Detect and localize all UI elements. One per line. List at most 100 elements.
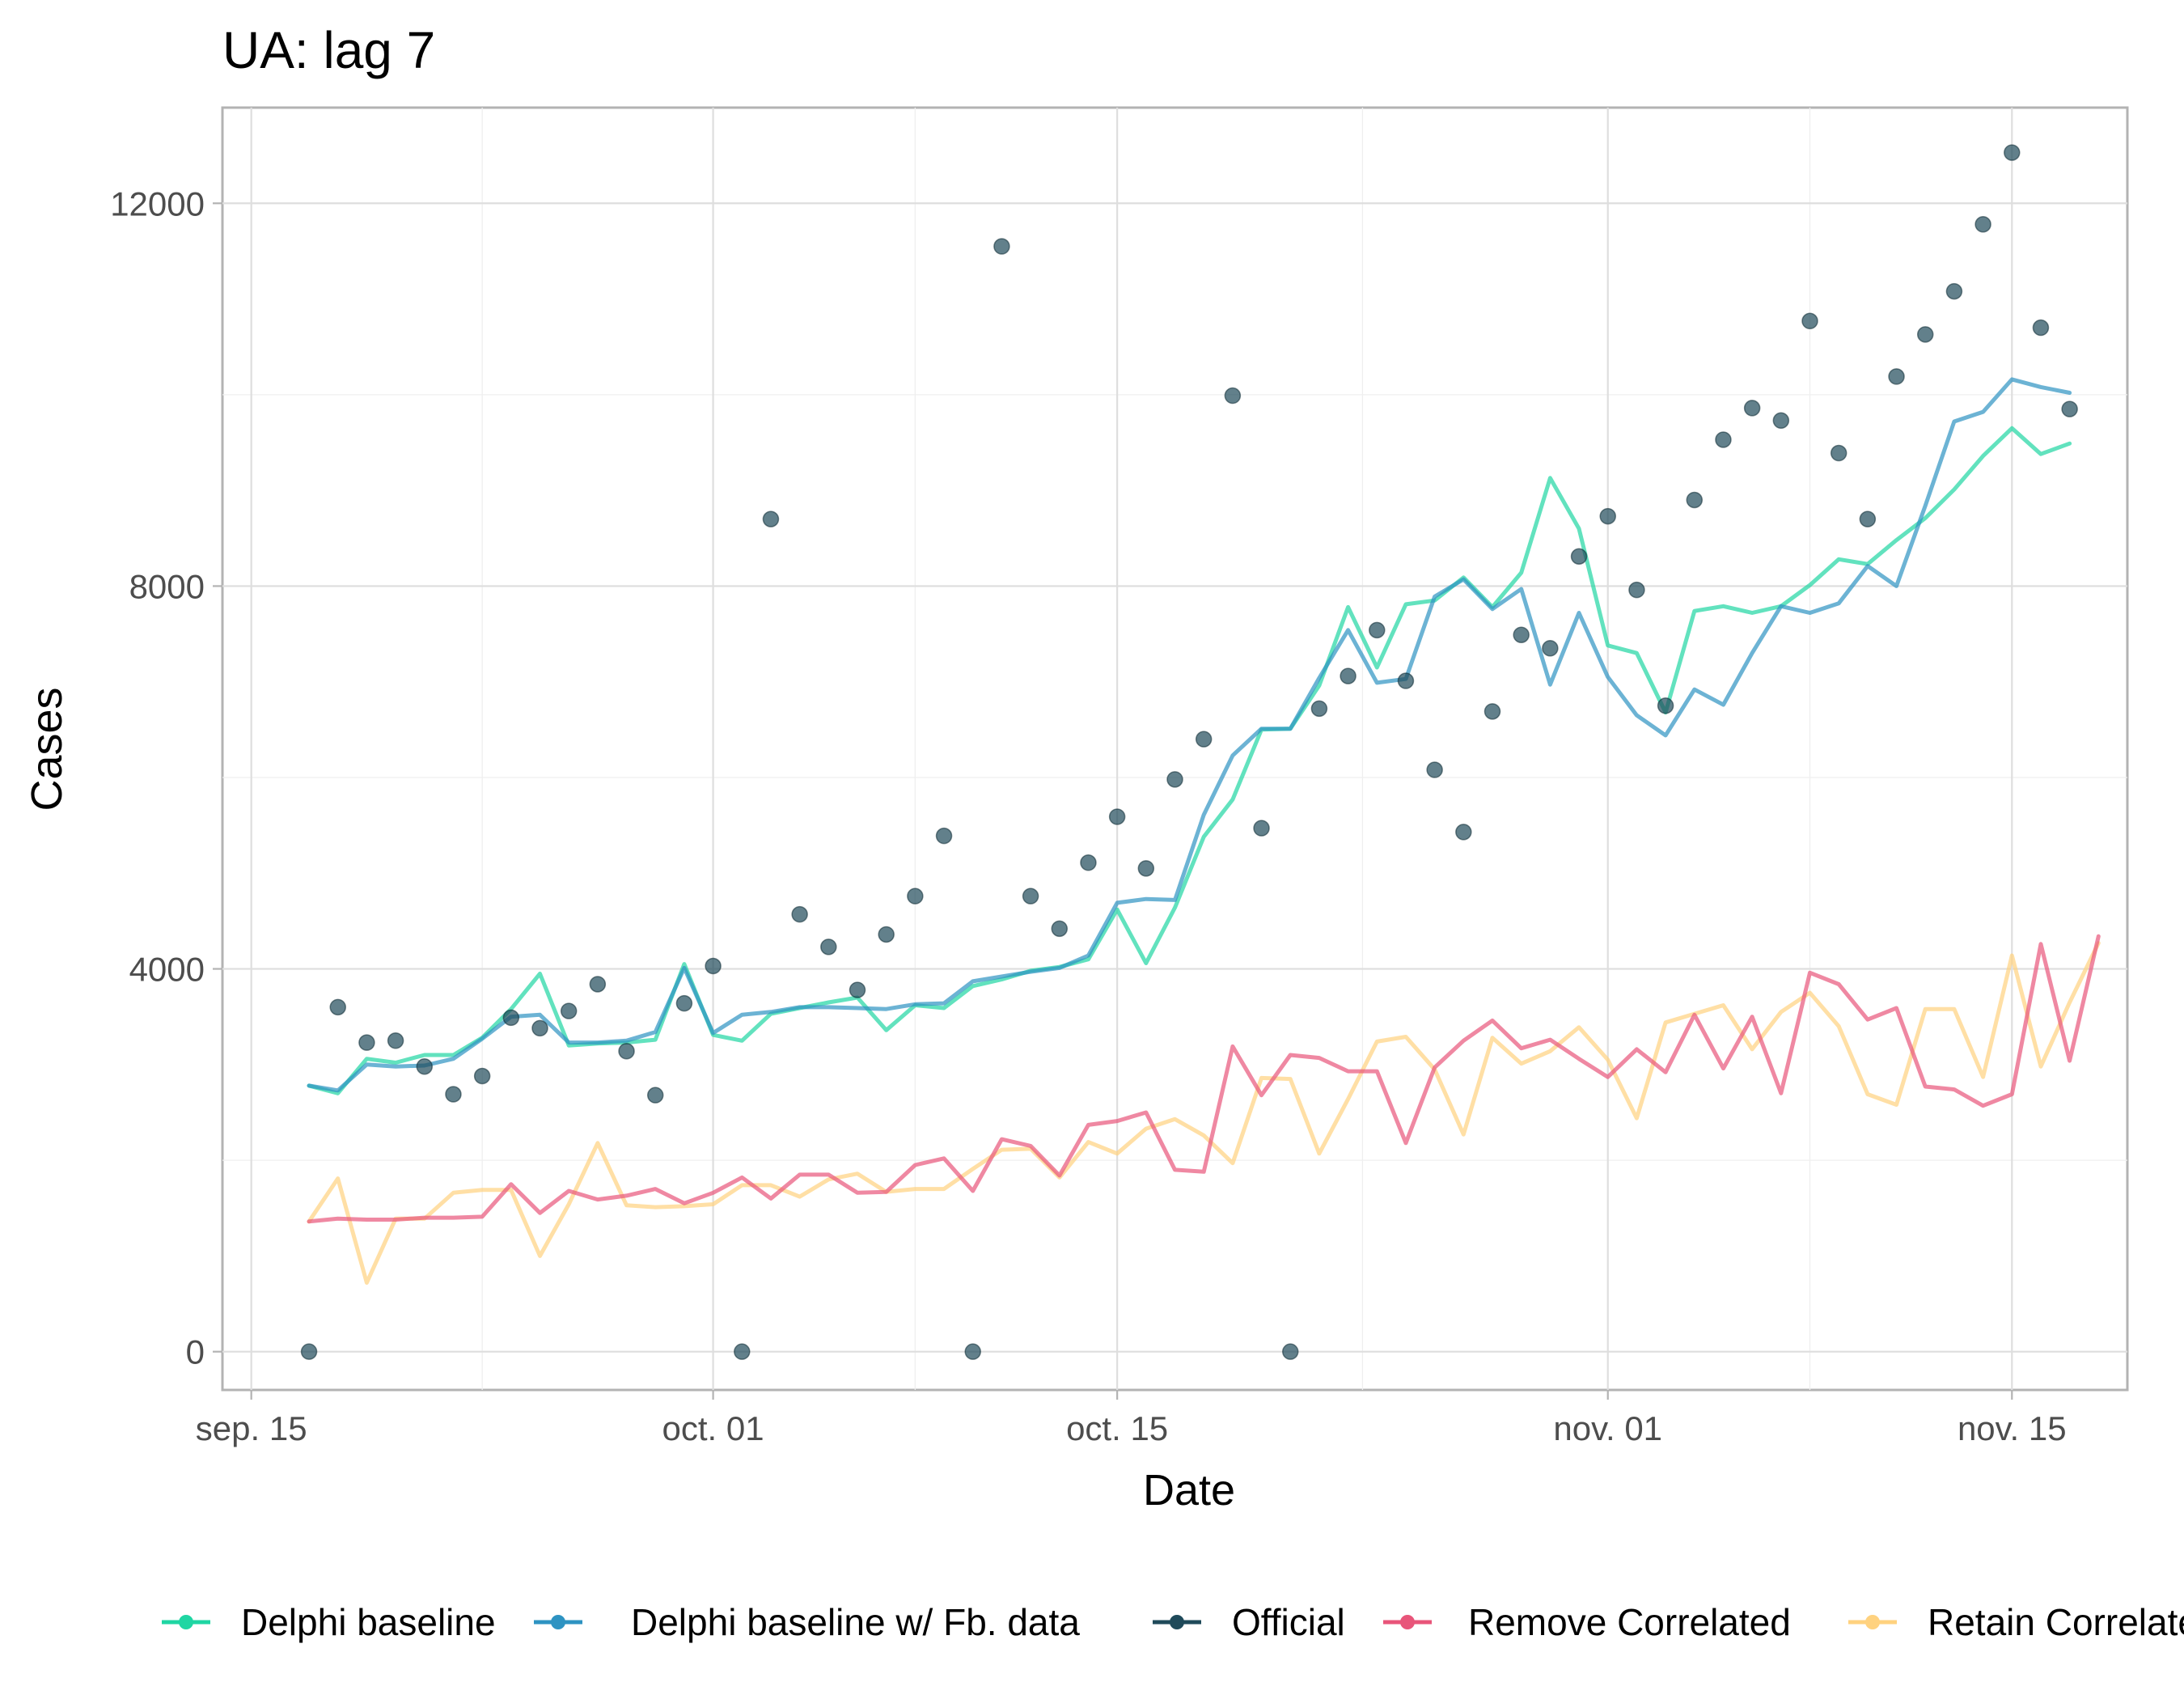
official-point <box>1830 444 1848 462</box>
official-point <box>1974 216 1991 233</box>
y-tick-label: 0 <box>186 1333 205 1371</box>
official-point <box>502 1009 520 1027</box>
y-axis-title: Cases <box>23 687 71 811</box>
official-point <box>300 1343 318 1360</box>
x-tick-label: sep. 15 <box>196 1409 307 1447</box>
official-point <box>1570 548 1588 565</box>
legend-key-point <box>179 1615 193 1629</box>
official-point <box>1888 368 1905 385</box>
official-point <box>2004 144 2021 161</box>
official-point <box>1657 697 1674 714</box>
y-tick-label: 4000 <box>129 951 205 989</box>
official-point <box>1108 808 1126 825</box>
official-point <box>1686 491 1704 509</box>
legend: Delphi baseline Delphi baseline w/ Fb. da… <box>162 1601 2184 1643</box>
official-point <box>358 1034 375 1051</box>
series-retain-correlated <box>307 941 2101 1285</box>
official-point <box>1772 412 1790 430</box>
official-point <box>531 1019 548 1037</box>
y-tick-label: 12000 <box>110 184 205 222</box>
official-point <box>1022 888 1039 905</box>
official-point <box>849 981 866 998</box>
official-point <box>1426 761 1443 778</box>
x-tick-label: oct. 01 <box>662 1409 764 1447</box>
series-remove-correlated <box>307 934 2101 1224</box>
official-point <box>878 926 895 943</box>
legend-item-remove-correlated: Remove Correlated <box>1383 1601 1791 1643</box>
official-point <box>618 1043 635 1060</box>
official-point <box>2061 400 2078 417</box>
plot-panel <box>221 106 2129 1392</box>
official-point <box>1137 860 1155 877</box>
legend-label: Retain Correlated <box>1928 1601 2184 1643</box>
official-point <box>762 511 780 527</box>
official-point <box>1281 1343 1299 1360</box>
series-layer <box>300 144 2101 1360</box>
official-point <box>935 827 953 845</box>
x-tick-label: nov. 01 <box>1553 1409 1662 1447</box>
official-point <box>1945 282 1963 300</box>
official-point <box>1743 400 1761 417</box>
official-point <box>329 998 346 1016</box>
x-tick-label: oct. 15 <box>1066 1409 1168 1447</box>
legend-label: Official <box>1232 1601 1345 1643</box>
x-axis: sep. 15 oct. 01 oct. 15 nov. 01 nov. 15 <box>196 1390 2067 1447</box>
official-point <box>705 957 722 975</box>
official-point <box>416 1057 434 1075</box>
official-point <box>964 1343 981 1360</box>
official-point <box>473 1067 491 1085</box>
legend-key-point <box>1170 1615 1184 1629</box>
official-point <box>1628 581 1645 599</box>
official-point <box>1455 824 1472 841</box>
x-tick-label: nov. 15 <box>1958 1409 2067 1447</box>
official-point <box>1513 626 1530 643</box>
official-point <box>560 1002 578 1019</box>
official-point <box>1340 667 1357 684</box>
official-point <box>1801 312 1818 330</box>
official-point <box>1542 640 1559 657</box>
y-axis: 0 4000 8000 12000 <box>110 184 222 1371</box>
official-point <box>1397 672 1415 689</box>
official-point <box>1080 854 1097 871</box>
official-point <box>589 976 607 993</box>
chart-title: UA: lag 7 <box>222 21 435 79</box>
official-point <box>1166 771 1183 788</box>
legend-key-point <box>1400 1615 1415 1629</box>
y-tick-label: 8000 <box>129 567 205 605</box>
official-point <box>1599 507 1616 525</box>
series-line-delphi-baseline-w-fb-data <box>307 377 2072 1093</box>
series-delphi-baseline-w-fb-data <box>307 377 2072 1093</box>
official-point <box>445 1086 462 1103</box>
series-line-retain-correlated <box>307 941 2101 1285</box>
legend-item-delphi-baseline-w-fb-data: Delphi baseline w/ Fb. data <box>534 1601 1080 1643</box>
official-point <box>1051 920 1069 938</box>
official-point <box>1310 700 1328 718</box>
official-point <box>1253 820 1270 837</box>
legend-item-delphi-baseline: Delphi baseline <box>162 1601 496 1643</box>
legend-item-official: Official <box>1153 1601 1345 1643</box>
official-point <box>387 1032 404 1049</box>
official-point <box>993 238 1010 255</box>
legend-label: Remove Correlated <box>1468 1601 1791 1643</box>
official-point <box>1369 621 1386 639</box>
official-point <box>907 888 924 905</box>
official-point <box>820 938 837 955</box>
official-point <box>1195 731 1213 748</box>
legend-key-point <box>551 1615 565 1629</box>
x-axis-title: Date <box>1143 1466 1235 1515</box>
official-point <box>734 1343 751 1360</box>
legend-item-retain-correlated: Retain Correlated <box>1848 1601 2184 1643</box>
official-point <box>2032 319 2050 337</box>
series-line-remove-correlated <box>307 934 2101 1224</box>
series-official <box>300 144 2078 1360</box>
official-point <box>1916 326 1934 343</box>
official-point <box>1484 703 1501 720</box>
official-point <box>791 905 808 923</box>
legend-label: Delphi baseline w/ Fb. data <box>631 1601 1080 1643</box>
legend-key-point <box>1865 1615 1880 1629</box>
legend-label: Delphi baseline <box>241 1601 496 1643</box>
official-point <box>646 1087 664 1104</box>
official-point <box>1715 431 1732 448</box>
official-point <box>1859 511 1877 527</box>
